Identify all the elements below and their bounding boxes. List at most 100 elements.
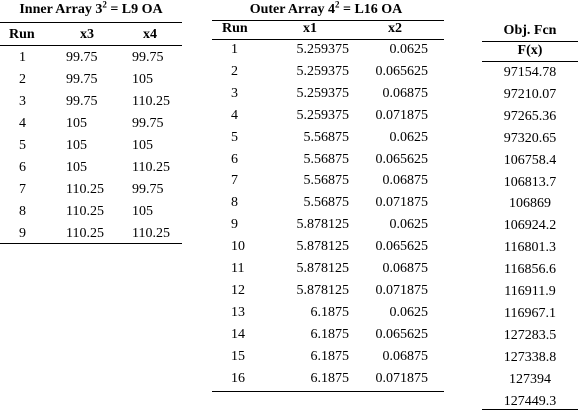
column-header: F(x) — [517, 43, 543, 58]
run-cell: 8 — [19, 204, 26, 219]
title-rest: = L16 OA — [339, 2, 403, 17]
value-cell: 0.071875 — [375, 107, 429, 123]
value-cell: 97154.78 — [503, 65, 557, 80]
title-text: Inner Array 3 — [19, 2, 103, 17]
value-cell: 116911.9 — [504, 284, 556, 299]
value-cell: 6.1875 — [310, 304, 350, 320]
value-cell: 97265.36 — [503, 108, 557, 124]
value-cell: 5.878125 — [296, 261, 350, 276]
run-cell: 3 — [19, 94, 26, 109]
value-cell: 5.259375 — [296, 107, 350, 123]
rule — [482, 409, 578, 410]
value-cell: 5.878125 — [296, 239, 350, 255]
run-cell: 5 — [19, 138, 26, 153]
value-cell: 0.071875 — [375, 370, 429, 386]
run-cell: 5 — [231, 129, 238, 145]
run-cell: 13 — [231, 304, 245, 320]
value-cell: 5.259375 — [296, 63, 350, 79]
value-cell: 99.75 — [66, 50, 98, 65]
run-cell: 4 — [19, 116, 26, 131]
run-cell: 16 — [231, 370, 245, 386]
table-title: Obj. Fcn — [503, 23, 557, 38]
value-cell: 105 — [132, 72, 153, 87]
title-rest: = L9 OA — [106, 2, 163, 17]
value-cell: 106924.2 — [503, 218, 557, 234]
run-cell: 3 — [231, 85, 238, 101]
value-cell: 110.25 — [132, 226, 170, 241]
value-cell: 97210.07 — [503, 86, 557, 102]
value-cell: 116801.3 — [504, 240, 556, 256]
value-cell: 99.75 — [132, 50, 164, 65]
run-cell: 10 — [231, 239, 245, 255]
run-cell: 14 — [231, 326, 245, 342]
value-cell: 127394 — [509, 371, 551, 387]
value-cell: 110.25 — [132, 160, 170, 175]
rule — [0, 243, 182, 244]
value-cell: 99.75 — [132, 182, 164, 197]
value-cell: 5.56875 — [303, 173, 350, 189]
title-superscript: 2 — [334, 0, 340, 10]
value-cell: 97320.65 — [503, 130, 557, 146]
run-cell: 15 — [231, 348, 245, 364]
title-text: Outer Array 4 — [249, 2, 335, 17]
value-cell: 127449.3 — [503, 393, 557, 409]
value-cell: 5.56875 — [303, 151, 350, 167]
table-title: Outer Array 42 = L16 OA — [249, 0, 403, 18]
value-cell: 99.75 — [132, 116, 164, 131]
value-cell: 105 — [66, 138, 87, 153]
value-cell: 110.25 — [66, 204, 104, 219]
run-cell: 8 — [231, 195, 238, 211]
rule — [212, 391, 444, 392]
column-header: x3 — [80, 27, 94, 42]
run-cell: 1 — [19, 50, 26, 65]
value-cell: 106758.4 — [503, 152, 557, 168]
value-cell: 0.0625 — [389, 217, 429, 233]
value-cell: 6.1875 — [310, 370, 350, 386]
value-cell: 5.878125 — [296, 217, 350, 233]
value-cell: 0.06875 — [382, 85, 429, 101]
value-cell: 0.065625 — [375, 63, 429, 79]
value-cell: 6.1875 — [310, 326, 350, 342]
value-cell: 6.1875 — [310, 348, 350, 364]
value-cell: 127338.8 — [503, 349, 557, 365]
value-cell: 110.25 — [66, 182, 104, 197]
value-cell: 110.25 — [132, 94, 170, 109]
value-cell: 105 — [132, 138, 153, 153]
value-cell: 127283.5 — [503, 327, 557, 343]
value-cell: 0.071875 — [375, 195, 429, 211]
run-cell: 4 — [231, 107, 238, 123]
column-header: x1 — [303, 21, 317, 36]
value-cell: 0.0625 — [389, 304, 429, 320]
value-cell: 5.56875 — [303, 195, 350, 211]
value-cell: 106869 — [509, 196, 551, 212]
value-cell: 0.06875 — [382, 261, 429, 276]
column-header: x2 — [388, 21, 402, 36]
rule — [0, 45, 182, 46]
run-cell: 7 — [19, 182, 26, 197]
value-cell: 0.065625 — [375, 239, 429, 255]
rule — [212, 20, 444, 21]
value-cell: 0.071875 — [375, 282, 429, 298]
value-cell: 105 — [132, 204, 153, 219]
value-cell: 116856.6 — [504, 262, 556, 278]
value-cell: 106813.7 — [503, 174, 557, 190]
column-header: Run — [9, 27, 35, 42]
value-cell: 99.75 — [66, 72, 98, 87]
value-cell: 0.065625 — [375, 151, 429, 167]
column-header: x4 — [143, 27, 157, 42]
value-cell: 99.75 — [66, 94, 98, 109]
run-cell: 2 — [231, 63, 238, 79]
run-cell: 6 — [231, 151, 238, 167]
title-superscript: 2 — [102, 0, 107, 10]
value-cell: 105 — [66, 160, 87, 175]
value-cell: 0.06875 — [382, 173, 429, 189]
rule — [482, 41, 578, 42]
value-cell: 0.0625 — [389, 129, 429, 145]
value-cell: 105 — [66, 116, 87, 131]
value-cell: 5.878125 — [296, 282, 350, 298]
value-cell: 5.259375 — [296, 42, 350, 57]
table-title: Inner Array 32 = L9 OA — [19, 0, 163, 18]
rule — [482, 61, 578, 62]
column-header: Run — [222, 21, 248, 36]
